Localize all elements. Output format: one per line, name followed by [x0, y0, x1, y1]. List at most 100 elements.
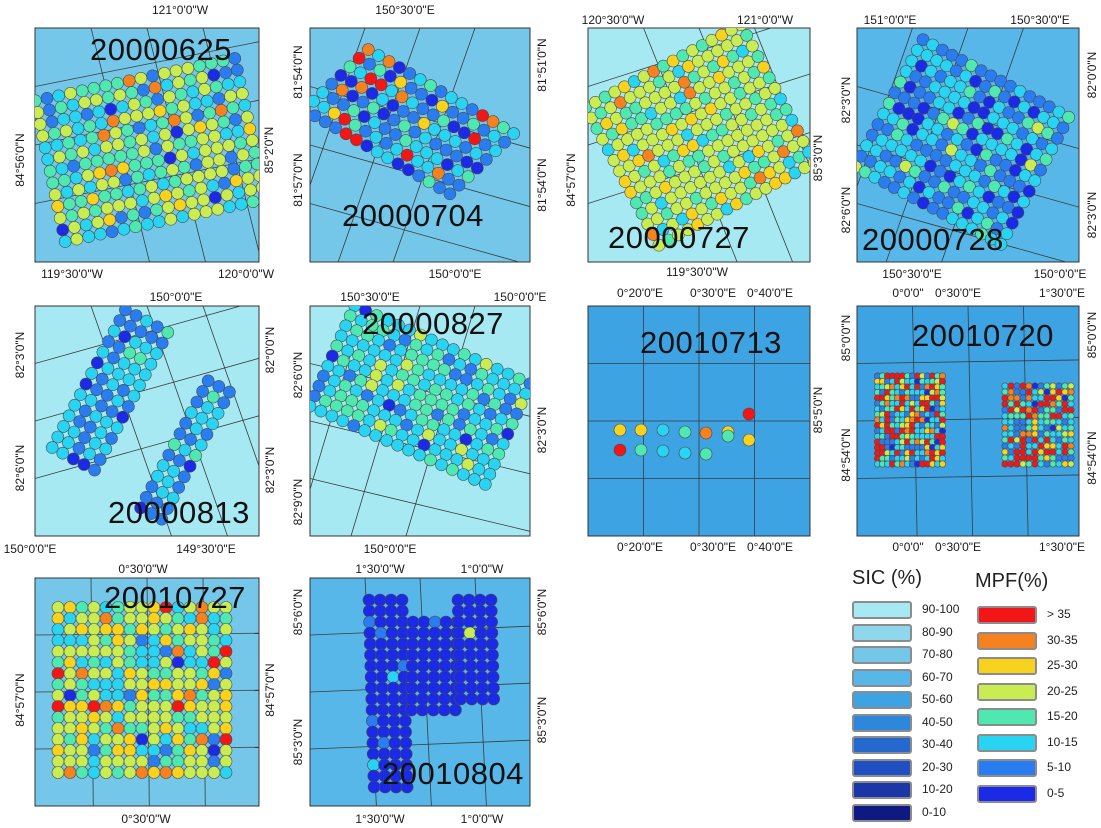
melt-pond-point: [63, 667, 77, 680]
melt-pond-point: [183, 656, 197, 669]
melt-pond-point: [395, 604, 409, 618]
left-tick-label: 81°57'0"N: [291, 153, 305, 207]
melt-pond-point: [961, 206, 975, 220]
melt-pond-point: [190, 395, 204, 409]
melt-pond-point: [354, 66, 367, 80]
mpf-legend-swatch: [977, 784, 1037, 803]
melt-pond-point: [1019, 430, 1027, 438]
melt-pond-point: [207, 623, 221, 636]
melt-pond-point: [1037, 382, 1045, 390]
melt-pond-point: [751, 50, 765, 63]
melt-pond-point: [147, 667, 161, 680]
melt-pond-point: [1017, 100, 1031, 114]
top-tick-label: 0°30'0"W: [118, 562, 168, 576]
melt-pond-point: [376, 681, 389, 695]
melt-pond-point: [1055, 436, 1063, 444]
melt-pond-point: [707, 155, 721, 168]
melt-pond-point: [439, 626, 453, 640]
melt-pond-point: [770, 108, 783, 121]
melt-pond-point: [416, 659, 430, 673]
melt-pond-point: [691, 218, 705, 231]
melt-pond-point: [405, 670, 419, 684]
melt-pond-point: [944, 75, 957, 88]
melt-pond-point: [1007, 418, 1015, 426]
melt-pond-point: [195, 766, 209, 779]
melt-pond-point: [1055, 454, 1063, 462]
melt-pond-point: [159, 667, 173, 680]
melt-pond-point: [219, 689, 233, 702]
top-tick-label: 120°30'0"W: [581, 13, 645, 27]
melt-pond-point: [91, 216, 105, 229]
melt-pond-point: [406, 615, 420, 629]
melt-pond-point: [943, 170, 957, 183]
melt-pond-point: [74, 388, 87, 401]
melt-pond-point: [171, 766, 185, 779]
melt-pond-point: [63, 755, 77, 768]
right-tick-label: 85°0'0"N: [1085, 311, 1099, 359]
melt-pond-point: [683, 86, 697, 100]
melt-pond-point: [465, 692, 479, 706]
melt-pond-point: [118, 330, 132, 344]
melt-pond-point: [1067, 388, 1075, 396]
melt-pond-point: [211, 406, 225, 420]
melt-pond-point: [135, 133, 148, 146]
melt-pond-point: [907, 96, 921, 110]
melt-pond-point: [657, 59, 670, 73]
melt-pond-point: [416, 102, 430, 116]
melt-pond-point: [916, 33, 930, 47]
melt-pond-point: [241, 171, 255, 185]
melt-pond-point: [123, 689, 137, 702]
sic-legend-swatch: [852, 736, 912, 754]
melt-pond-point: [63, 645, 77, 658]
melt-pond-point: [438, 681, 452, 695]
melt-pond-point: [243, 122, 257, 136]
melt-pond-point: [416, 670, 430, 684]
date-label-20010720: 20010720: [912, 318, 1054, 353]
melt-pond-point: [51, 667, 65, 680]
melt-pond-point: [1001, 460, 1009, 468]
melt-pond-point: [749, 187, 763, 200]
melt-pond-point: [489, 144, 502, 158]
melt-pond-point: [50, 138, 64, 152]
melt-pond-point: [1007, 424, 1015, 432]
melt-pond-point: [456, 111, 470, 125]
melt-pond-point: [1001, 382, 1009, 390]
melt-pond-point: [1031, 388, 1039, 396]
melt-pond-point: [183, 711, 197, 724]
melt-pond-point: [136, 194, 149, 207]
melt-pond-point: [926, 38, 940, 52]
mpf-legend-label: 0-5: [1047, 785, 1065, 800]
melt-pond-point: [74, 133, 87, 147]
melt-pond-point: [417, 648, 430, 662]
melt-pond-point: [1061, 400, 1069, 408]
melt-pond-point: [980, 217, 994, 230]
melt-pond-point: [418, 131, 432, 145]
melt-pond-point: [76, 145, 90, 159]
melt-pond-point: [634, 423, 648, 437]
melt-pond-point: [1021, 116, 1035, 130]
melt-pond-point: [954, 148, 968, 162]
melt-pond-point: [183, 667, 197, 680]
melt-pond-point: [761, 140, 775, 153]
melt-pond-point: [171, 656, 185, 669]
melt-pond-point: [79, 377, 93, 391]
melt-pond-point: [162, 448, 176, 462]
melt-pond-point: [646, 228, 660, 241]
melt-pond-point: [916, 196, 930, 210]
melt-pond-point: [139, 490, 153, 504]
melt-pond-point: [238, 99, 252, 112]
melt-pond-point: [452, 178, 466, 192]
melt-pond-point: [99, 656, 113, 669]
melt-pond-point: [1007, 430, 1015, 438]
melt-pond-point: [729, 102, 743, 116]
melt-pond-point: [668, 175, 682, 189]
melt-pond-point: [183, 645, 197, 658]
melt-pond-point: [1002, 106, 1016, 119]
melt-pond-point: [438, 659, 452, 673]
melt-pond-point: [888, 86, 902, 99]
melt-pond-point: [724, 187, 738, 200]
melt-pond-point: [232, 186, 246, 199]
melt-pond-point: [147, 689, 161, 702]
melt-pond-point: [711, 139, 725, 152]
right-tick-label: 82°0'0"N: [263, 326, 277, 374]
